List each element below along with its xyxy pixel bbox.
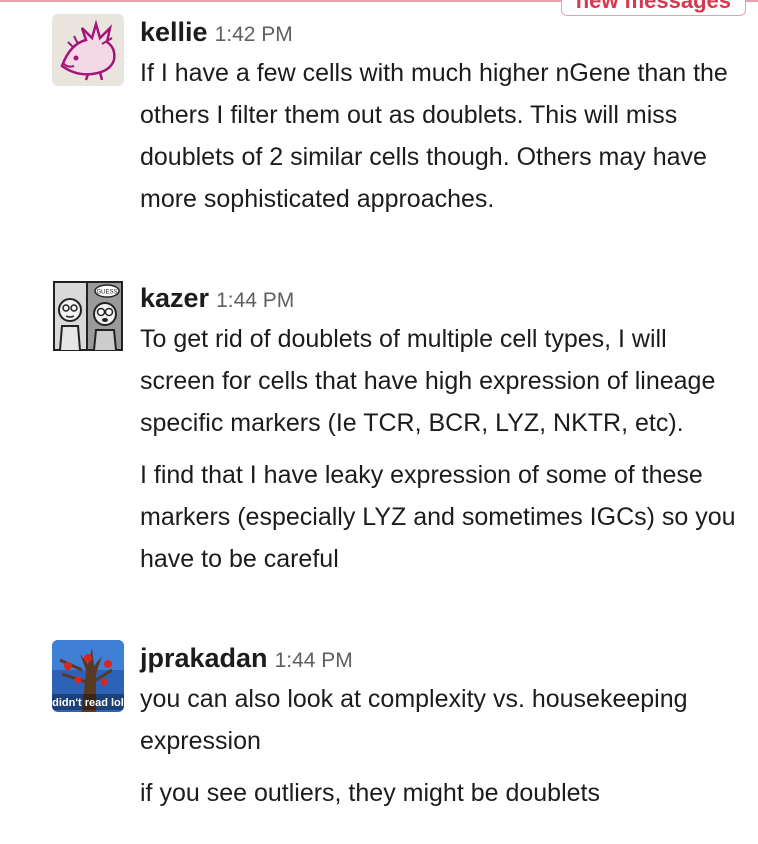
hedgehog-drawing-icon: [52, 14, 124, 86]
timestamp[interactable]: 1:42 PM: [214, 23, 293, 46]
message-content: kellie 1:42 PM If I have a few cells with…: [140, 14, 745, 220]
new-messages-badge[interactable]: new messages: [560, 0, 746, 16]
message-text: you can also look at complexity vs. hous…: [140, 685, 688, 755]
message-content: jprakadan 1:44 PM you can also look at co…: [140, 640, 745, 814]
avatar-jprakadan[interactable]: didn't read lol: [52, 640, 124, 712]
message-header: kellie 1:42 PM: [140, 14, 745, 52]
avatar-kellie[interactable]: [52, 14, 124, 86]
author-name[interactable]: kazer: [140, 283, 210, 313]
spiderman-tree-icon: didn't read lol: [52, 640, 124, 712]
message-text: I find that I have leaky expression of s…: [140, 461, 736, 573]
message-text: if you see outliers, they might be doubl…: [140, 779, 600, 807]
timestamp[interactable]: 1:44 PM: [216, 289, 295, 312]
new-messages-divider: [0, 0, 758, 2]
message-text: If I have a few cells with much higher n…: [140, 59, 728, 213]
message-content: kazer 1:44 PM To get rid of doublets of m…: [140, 280, 745, 580]
avatar-caption: didn't read lol: [52, 697, 124, 709]
timestamp[interactable]: 1:44 PM: [274, 649, 353, 672]
author-name[interactable]: kellie: [140, 17, 208, 47]
message-text: To get rid of doublets of multiple cell …: [140, 325, 716, 437]
author-name[interactable]: jprakadan: [140, 643, 268, 673]
speech-bubble-text: GUESS: [96, 290, 117, 296]
avatar-kazer[interactable]: GUESS: [52, 280, 124, 352]
message-header: jprakadan 1:44 PM: [140, 640, 745, 678]
message-header: kazer 1:44 PM: [140, 280, 745, 318]
comic-faces-icon: GUESS: [52, 280, 124, 352]
